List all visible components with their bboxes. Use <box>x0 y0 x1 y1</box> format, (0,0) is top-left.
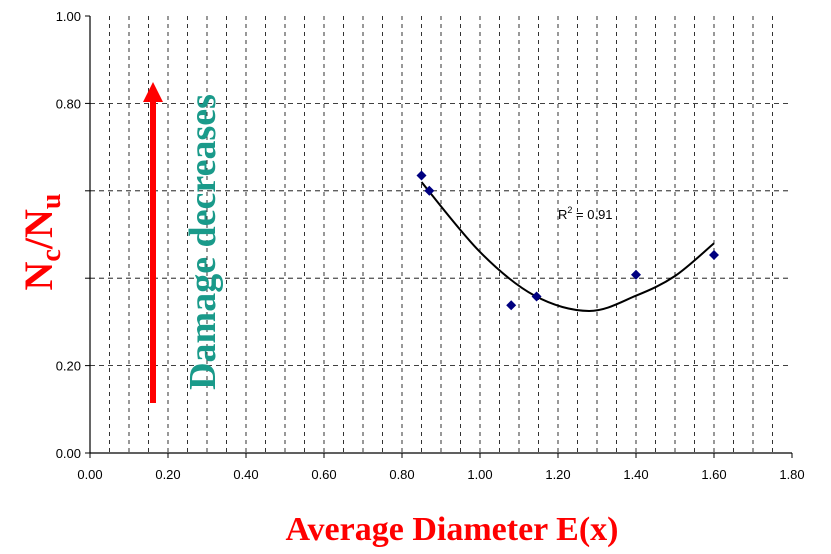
annotation-damage-decreases: Damage decreases <box>182 94 224 390</box>
axes <box>85 15 793 458</box>
x-tick-labels: 0.00 0.20 0.40 0.60 0.80 1.00 1.20 1.40 1.60 1.80 <box>77 467 804 482</box>
y-axis-label: Nc/Nu <box>16 194 67 291</box>
grid-lines <box>90 16 792 453</box>
x-tick-label: 0.00 <box>77 467 102 482</box>
ylabel-slash: /N <box>16 209 61 250</box>
y-tick-label: 0.00 <box>56 446 81 461</box>
data-points <box>416 170 719 311</box>
r-squared-label: R2 = 0.91 <box>558 205 613 222</box>
x-axis-label: Average Diameter E(x) <box>286 511 619 548</box>
data-point <box>531 291 542 302</box>
x-tick-label: 0.20 <box>155 467 180 482</box>
trendline <box>420 181 715 312</box>
data-point <box>416 170 427 181</box>
data-point <box>709 250 719 261</box>
data-point <box>506 300 517 311</box>
y-tick-label: 0.80 <box>56 96 81 111</box>
x-tick-label: 1.20 <box>545 467 570 482</box>
x-tick-label: 0.40 <box>233 467 258 482</box>
x-tick-label: 1.00 <box>467 467 492 482</box>
arrow-up-icon <box>143 82 163 102</box>
ylabel-sub-c: c <box>36 249 67 261</box>
x-tick-label: 0.80 <box>389 467 414 482</box>
x-tick-label: 1.40 <box>623 467 648 482</box>
x-tick-label: 0.60 <box>311 467 336 482</box>
ylabel-main: N <box>16 261 61 290</box>
data-point <box>424 185 435 196</box>
y-tick-labels: 0.00 0.20 0.80 1.00 <box>56 9 81 461</box>
x-tick-label: 1.60 <box>701 467 726 482</box>
y-tick-label: 1.00 <box>56 9 81 24</box>
ylabel-sub-u: u <box>36 194 67 210</box>
data-point <box>631 269 641 280</box>
y-tick-label: 0.20 <box>56 359 81 374</box>
x-tick-label: 1.80 <box>779 467 804 482</box>
